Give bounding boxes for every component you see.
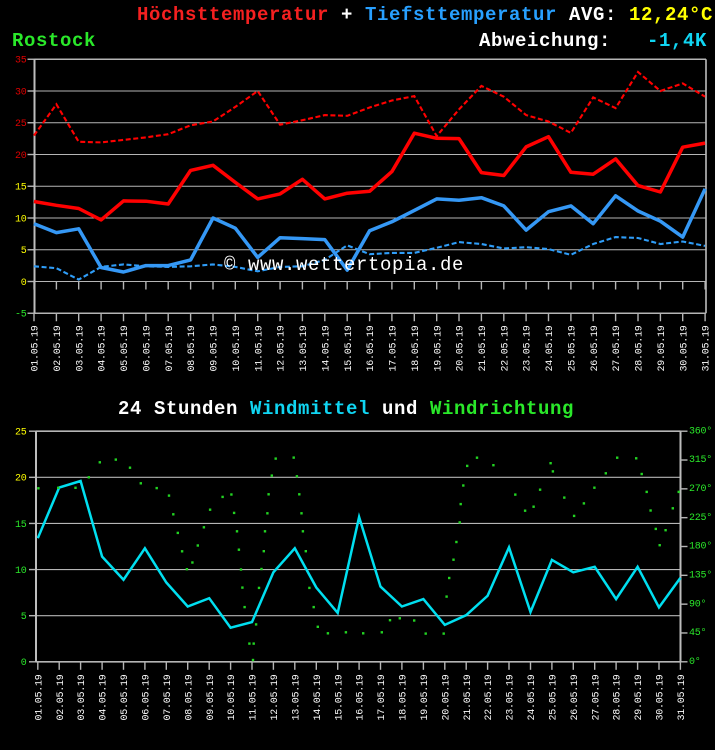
svg-text:25: 25 bbox=[15, 119, 27, 130]
svg-text:225°: 225° bbox=[689, 512, 712, 524]
svg-text:05.05.19: 05.05.19 bbox=[120, 674, 131, 720]
svg-text:45°: 45° bbox=[689, 627, 706, 639]
svg-text:5: 5 bbox=[21, 246, 27, 257]
svg-text:26.05.19: 26.05.19 bbox=[590, 325, 601, 371]
svg-text:20: 20 bbox=[15, 474, 27, 485]
svg-text:01.05.19: 01.05.19 bbox=[31, 325, 42, 371]
svg-text:0: 0 bbox=[21, 278, 27, 289]
svg-text:08.05.19: 08.05.19 bbox=[184, 674, 195, 720]
svg-text:180°: 180° bbox=[689, 541, 712, 553]
svg-text:12,24°C: 12,24°C bbox=[629, 4, 713, 26]
svg-text:31.05.19: 31.05.19 bbox=[702, 325, 713, 371]
svg-text:270°: 270° bbox=[689, 483, 712, 495]
svg-text:315°: 315° bbox=[689, 454, 712, 466]
svg-text:12.05.19: 12.05.19 bbox=[270, 674, 281, 720]
svg-text:10: 10 bbox=[15, 566, 27, 577]
svg-text:18.05.19: 18.05.19 bbox=[411, 325, 422, 371]
svg-text:29.05.19: 29.05.19 bbox=[634, 674, 645, 720]
svg-text:35: 35 bbox=[15, 56, 27, 67]
svg-text:25: 25 bbox=[15, 428, 27, 439]
svg-text:16.05.19: 16.05.19 bbox=[356, 674, 367, 720]
svg-text:0°: 0° bbox=[689, 656, 701, 668]
svg-text:135°: 135° bbox=[689, 570, 712, 582]
svg-text:Tiefsttemperatur: Tiefsttemperatur bbox=[365, 4, 557, 26]
svg-text:27.05.19: 27.05.19 bbox=[591, 674, 602, 720]
svg-text:22.05.19: 22.05.19 bbox=[484, 674, 495, 720]
svg-text:10: 10 bbox=[15, 214, 27, 225]
svg-text:21.05.19: 21.05.19 bbox=[478, 325, 489, 371]
svg-text:10.05.19: 10.05.19 bbox=[232, 325, 243, 371]
svg-text:+: + bbox=[341, 4, 353, 26]
svg-text:03.05.19: 03.05.19 bbox=[75, 325, 86, 371]
svg-text:19.05.19: 19.05.19 bbox=[420, 674, 431, 720]
svg-text:23.05.19: 23.05.19 bbox=[523, 325, 534, 371]
svg-text:24.05.19: 24.05.19 bbox=[527, 674, 538, 720]
svg-text:15: 15 bbox=[15, 183, 27, 194]
svg-text:und: und bbox=[382, 398, 418, 420]
svg-text:AVG:: AVG: bbox=[569, 4, 617, 26]
svg-text:21.05.19: 21.05.19 bbox=[463, 674, 474, 720]
svg-text:06.05.19: 06.05.19 bbox=[142, 674, 153, 720]
svg-text:© www.wettertopia.de: © www.wettertopia.de bbox=[224, 254, 464, 276]
svg-text:25.05.19: 25.05.19 bbox=[568, 325, 579, 371]
svg-text:04.05.19: 04.05.19 bbox=[99, 674, 110, 720]
svg-text:29.05.19: 29.05.19 bbox=[657, 325, 668, 371]
svg-text:07.05.19: 07.05.19 bbox=[163, 674, 174, 720]
svg-text:30.05.19: 30.05.19 bbox=[679, 325, 690, 371]
svg-text:-5: -5 bbox=[15, 310, 27, 321]
svg-text:28.05.19: 28.05.19 bbox=[613, 674, 624, 720]
svg-text:09.05.19: 09.05.19 bbox=[210, 325, 221, 371]
svg-text:23.05.19: 23.05.19 bbox=[506, 674, 517, 720]
svg-text:Rostock: Rostock bbox=[12, 30, 96, 52]
svg-text:13.05.19: 13.05.19 bbox=[299, 325, 310, 371]
svg-text:31.05.19: 31.05.19 bbox=[677, 674, 688, 720]
svg-text:22.05.19: 22.05.19 bbox=[500, 325, 511, 371]
svg-text:5: 5 bbox=[21, 612, 27, 623]
svg-text:04.05.19: 04.05.19 bbox=[98, 325, 109, 371]
svg-text:14.05.19: 14.05.19 bbox=[313, 674, 324, 720]
svg-text:07.05.19: 07.05.19 bbox=[165, 325, 176, 371]
svg-text:15.05.19: 15.05.19 bbox=[334, 674, 345, 720]
svg-text:17.05.19: 17.05.19 bbox=[377, 674, 388, 720]
svg-text:24.05.19: 24.05.19 bbox=[545, 325, 556, 371]
svg-text:90°: 90° bbox=[689, 598, 706, 610]
svg-text:Höchsttemperatur: Höchsttemperatur bbox=[137, 4, 329, 26]
svg-text:20.05.19: 20.05.19 bbox=[456, 325, 467, 371]
svg-text:15: 15 bbox=[15, 520, 27, 531]
svg-text:06.05.19: 06.05.19 bbox=[143, 325, 154, 371]
svg-text:13.05.19: 13.05.19 bbox=[291, 674, 302, 720]
svg-text:Windrichtung: Windrichtung bbox=[430, 398, 574, 420]
svg-text:17.05.19: 17.05.19 bbox=[389, 325, 400, 371]
svg-text:Abweichung:: Abweichung: bbox=[479, 30, 611, 52]
svg-text:09.05.19: 09.05.19 bbox=[206, 674, 217, 720]
svg-text:25.05.19: 25.05.19 bbox=[549, 674, 560, 720]
svg-text:10.05.19: 10.05.19 bbox=[227, 674, 238, 720]
svg-text:30.05.19: 30.05.19 bbox=[656, 674, 667, 720]
svg-text:27.05.19: 27.05.19 bbox=[612, 325, 623, 371]
svg-text:20: 20 bbox=[15, 151, 27, 162]
svg-text:360°: 360° bbox=[689, 425, 712, 437]
svg-text:11.05.19: 11.05.19 bbox=[249, 674, 260, 720]
svg-text:19.05.19: 19.05.19 bbox=[433, 325, 444, 371]
svg-text:16.05.19: 16.05.19 bbox=[366, 325, 377, 371]
svg-text:03.05.19: 03.05.19 bbox=[77, 674, 88, 720]
svg-text:02.05.19: 02.05.19 bbox=[53, 325, 64, 371]
svg-text:11.05.19: 11.05.19 bbox=[254, 325, 265, 371]
svg-text:20.05.19: 20.05.19 bbox=[441, 674, 452, 720]
svg-text:05.05.19: 05.05.19 bbox=[120, 325, 131, 371]
svg-text:0: 0 bbox=[21, 658, 27, 669]
svg-text:15.05.19: 15.05.19 bbox=[344, 325, 355, 371]
svg-text:12.05.19: 12.05.19 bbox=[277, 325, 288, 371]
svg-text:30: 30 bbox=[15, 87, 27, 98]
svg-text:02.05.19: 02.05.19 bbox=[56, 674, 67, 720]
svg-text:Windmittel: Windmittel bbox=[250, 398, 370, 420]
svg-text:28.05.19: 28.05.19 bbox=[635, 325, 646, 371]
svg-text:18.05.19: 18.05.19 bbox=[399, 674, 410, 720]
svg-text:26.05.19: 26.05.19 bbox=[570, 674, 581, 720]
svg-text:14.05.19: 14.05.19 bbox=[321, 325, 332, 371]
svg-text:01.05.19: 01.05.19 bbox=[34, 674, 45, 720]
svg-text:-1,4K: -1,4K bbox=[647, 30, 707, 52]
svg-text:08.05.19: 08.05.19 bbox=[187, 325, 198, 371]
svg-text:24 Stunden: 24 Stunden bbox=[118, 398, 238, 420]
